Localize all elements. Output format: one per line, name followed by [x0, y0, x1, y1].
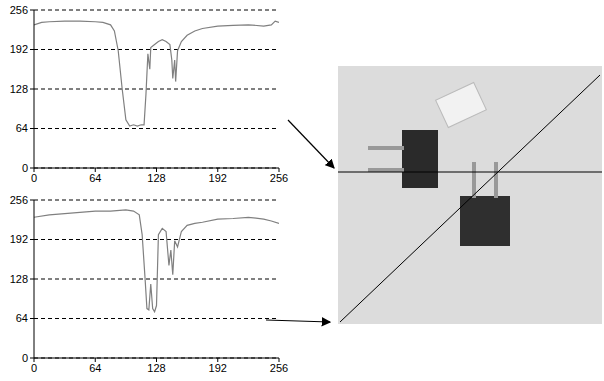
- svg-text:128: 128: [147, 362, 165, 374]
- svg-text:0: 0: [31, 362, 37, 374]
- svg-text:64: 64: [16, 312, 28, 324]
- svg-text:128: 128: [10, 273, 28, 285]
- svg-text:0: 0: [22, 352, 28, 364]
- svg-text:256: 256: [10, 4, 28, 16]
- svg-text:128: 128: [10, 83, 28, 95]
- svg-text:128: 128: [147, 172, 165, 184]
- svg-text:64: 64: [89, 172, 101, 184]
- svg-text:192: 192: [10, 43, 28, 55]
- svg-text:256: 256: [10, 194, 28, 206]
- svg-text:64: 64: [89, 362, 101, 374]
- svg-text:0: 0: [31, 172, 37, 184]
- svg-text:64: 64: [16, 122, 28, 134]
- svg-text:0: 0: [22, 162, 28, 174]
- svg-text:192: 192: [10, 233, 28, 245]
- svg-text:192: 192: [209, 362, 227, 374]
- svg-text:256: 256: [270, 172, 288, 184]
- svg-text:192: 192: [209, 172, 227, 184]
- svg-text:256: 256: [270, 362, 288, 374]
